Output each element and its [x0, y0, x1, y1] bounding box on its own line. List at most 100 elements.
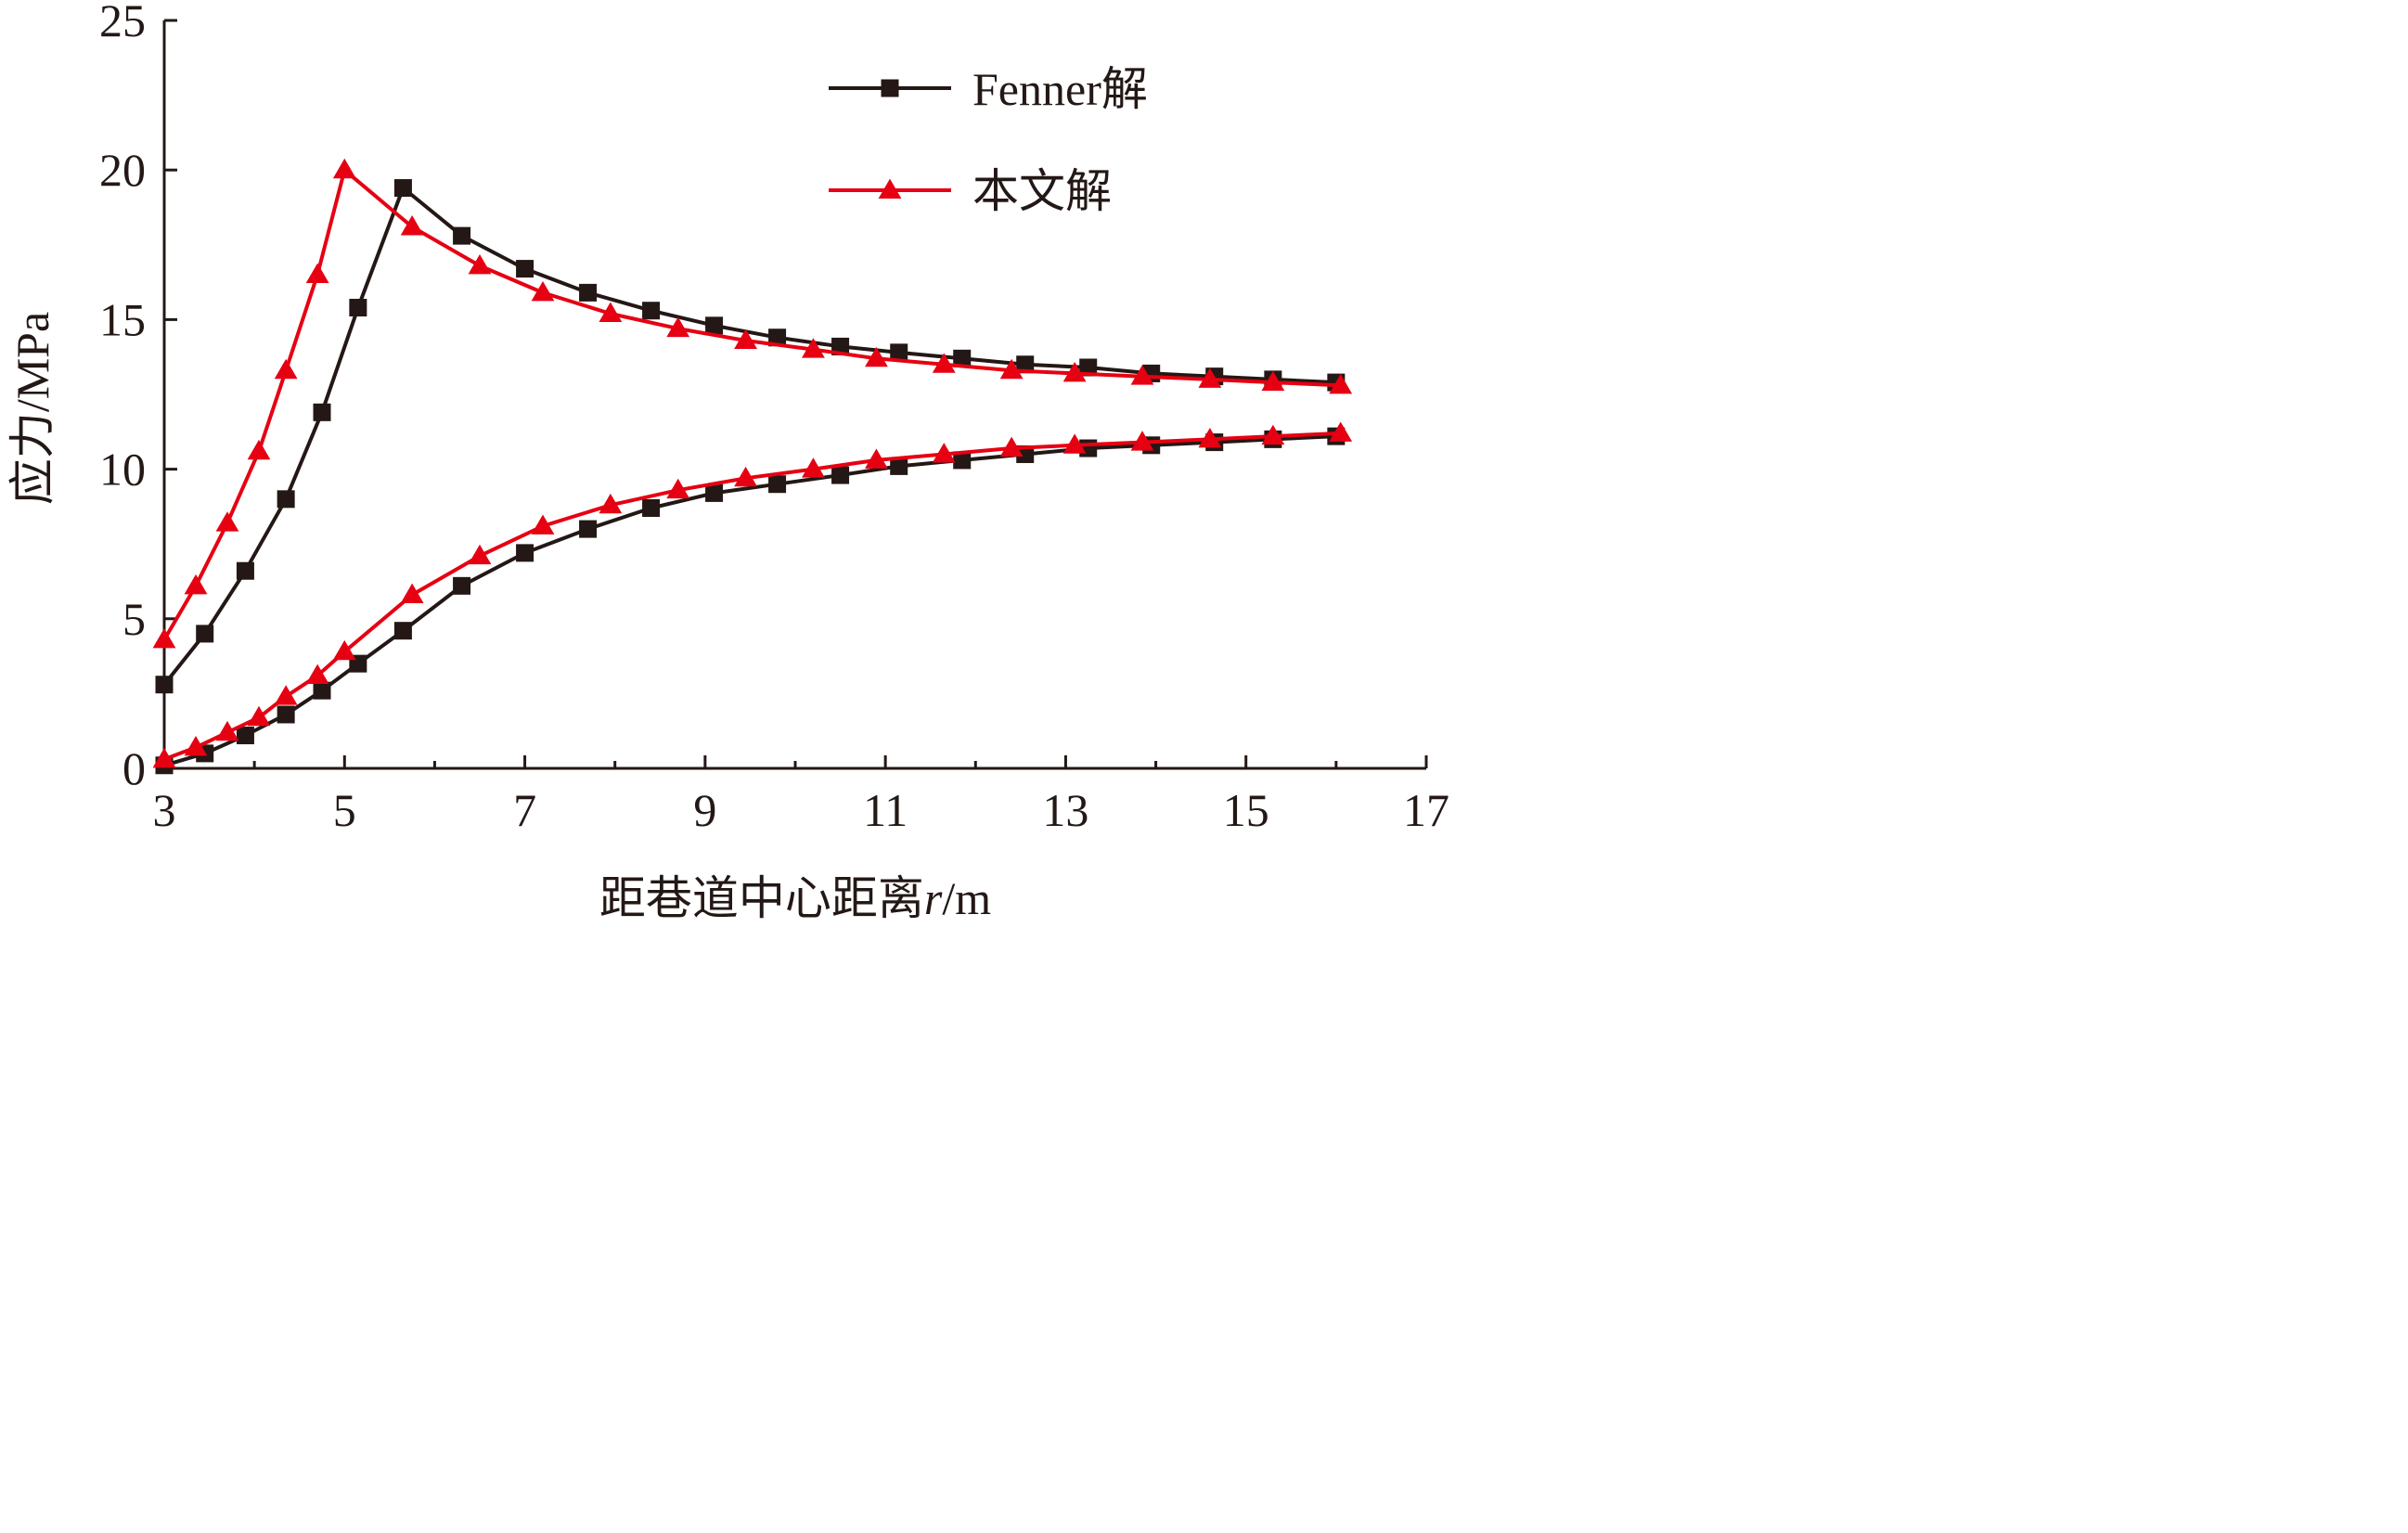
data-point-square	[349, 299, 367, 317]
data-point-square	[705, 316, 724, 335]
data-point-square	[1016, 355, 1035, 374]
data-point-square	[642, 302, 661, 320]
series-line-upper	[162, 186, 1336, 686]
data-point-triangle	[531, 514, 555, 535]
data-point-square	[516, 260, 534, 278]
data-point-triangle	[247, 705, 271, 727]
data-point-square	[155, 676, 174, 694]
data-point-triangle	[247, 439, 271, 460]
x-tick-label: 3	[153, 784, 176, 836]
series-this-paper	[152, 158, 1353, 768]
data-point-triangle	[865, 346, 888, 367]
data-point-triangle	[215, 720, 239, 741]
data-point-square	[393, 179, 412, 198]
series-line-lower	[163, 434, 1336, 767]
y-tick-label: 25	[99, 0, 146, 46]
legend-item: 本文解	[829, 165, 1112, 217]
data-point-square	[196, 625, 214, 643]
data-point-square	[277, 705, 295, 724]
legend-label: 本文解	[972, 165, 1112, 217]
data-point-triangle	[1329, 421, 1353, 442]
data-point-square	[768, 475, 787, 494]
data-point-triangle	[865, 448, 888, 469]
y-tick-label: 5	[122, 593, 146, 645]
data-point-square	[453, 226, 471, 245]
data-point-triangle	[400, 215, 424, 236]
data-point-square	[579, 283, 598, 302]
x-axis-title: 距巷道中心距离r/m	[599, 872, 991, 924]
data-point-triangle	[1062, 362, 1087, 382]
data-point-square	[393, 622, 412, 640]
axes: 3 5 7 9 11 13 15 17 0 5 10 15 20 25	[99, 0, 1449, 836]
x-tick-label: 17	[1403, 784, 1449, 836]
data-point-triangle	[184, 573, 208, 595]
data-point-square	[1079, 358, 1098, 377]
y-tick-label: 15	[99, 293, 146, 345]
data-point-triangle	[932, 353, 956, 373]
data-point-square	[453, 576, 471, 595]
data-point-square	[768, 328, 787, 347]
data-point-triangle	[599, 302, 623, 322]
data-point-triangle	[152, 747, 176, 768]
data-point-triangle	[215, 511, 239, 532]
data-point-square	[516, 544, 534, 562]
data-point-square	[953, 349, 972, 367]
x-tick-label: 11	[863, 784, 908, 836]
data-point-square	[705, 483, 724, 502]
data-point-triangle	[1130, 431, 1154, 451]
data-point-triangle	[305, 263, 329, 284]
data-point-triangle	[332, 639, 356, 661]
data-point-triangle	[531, 280, 555, 302]
data-point-square	[890, 343, 908, 362]
data-point-triangle	[999, 358, 1024, 380]
data-point-square	[1016, 444, 1035, 463]
data-point-triangle	[468, 544, 492, 565]
data-point-triangle	[400, 583, 424, 604]
legend-item: Fenner解	[829, 63, 1148, 115]
legend-label: Fenner解	[972, 63, 1148, 115]
y-axis-title: 应力/MPa	[6, 312, 58, 505]
data-point-square	[831, 466, 850, 484]
data-point-triangle	[332, 158, 356, 179]
data-point-triangle	[734, 466, 757, 487]
y-tick-label: 0	[122, 742, 146, 794]
data-point-triangle	[1198, 367, 1222, 388]
data-point-square	[642, 499, 661, 518]
data-point-triangle	[999, 436, 1024, 457]
x-tick-label: 13	[1042, 784, 1088, 836]
chart: 3 5 7 9 11 13 15 17 0 5 10 15 20 25 Fenner解 本文解 距巷道中心距…	[0, 0, 1455, 926]
data-point-square	[236, 561, 254, 580]
data-point-triangle	[599, 493, 623, 514]
series-line-upper	[162, 168, 1341, 641]
series-line-lower	[163, 431, 1341, 762]
data-point-triangle	[666, 478, 690, 499]
series-layer	[152, 158, 1353, 775]
data-point-triangle	[468, 253, 492, 275]
data-point-triangle	[802, 338, 825, 358]
x-tick-label: 7	[513, 784, 536, 836]
axis-titles: 距巷道中心距离r/m 应力/MPa	[6, 312, 991, 924]
data-point-triangle	[802, 457, 825, 478]
data-point-square	[890, 457, 908, 475]
y-tick-label: 20	[99, 144, 146, 196]
x-tick-label: 9	[693, 784, 716, 836]
data-point-triangle	[184, 736, 208, 756]
data-point-triangle	[305, 663, 329, 685]
data-point-triangle	[1261, 424, 1285, 445]
data-point-triangle	[274, 358, 298, 380]
data-point-triangle	[666, 316, 690, 338]
x-tick-label: 15	[1223, 784, 1269, 836]
data-point-triangle	[1198, 427, 1222, 448]
data-point-triangle	[1130, 365, 1154, 385]
data-point-square	[881, 79, 899, 97]
data-point-square	[953, 451, 972, 470]
data-point-square	[579, 520, 598, 538]
data-point-triangle	[878, 178, 902, 199]
data-point-triangle	[1329, 373, 1353, 394]
data-point-triangle	[932, 443, 956, 463]
data-point-triangle	[1062, 433, 1087, 454]
data-point-square	[236, 727, 254, 745]
data-point-square	[313, 403, 331, 421]
